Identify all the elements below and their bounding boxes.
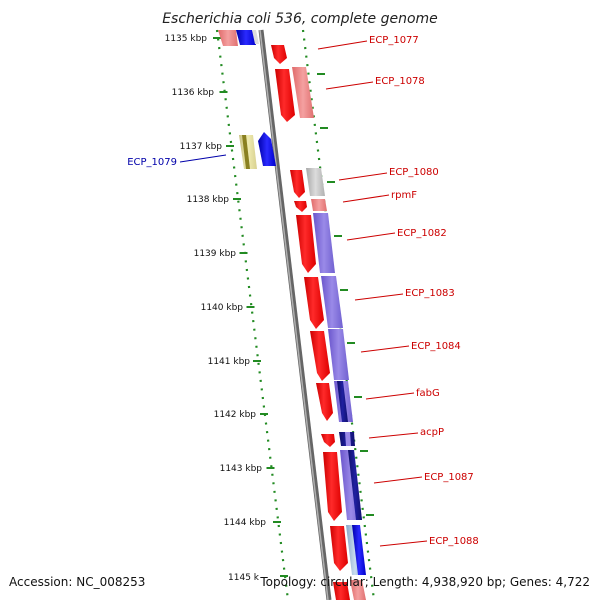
gene-feature	[306, 168, 325, 196]
gene-feature	[271, 45, 287, 64]
gene-feature	[252, 30, 259, 44]
gene-label: ECP_1082	[397, 228, 447, 239]
tick-label: 1141 kbp	[208, 357, 251, 367]
tick-label: 1144 kbp	[224, 518, 267, 528]
gene-feature	[337, 381, 348, 422]
label-leader-lines	[179, 40, 428, 547]
tick-label: 1138 kbp	[187, 195, 230, 205]
gene-feature	[321, 434, 335, 447]
tick-label: 1137 kbp	[180, 142, 223, 152]
gene-feature	[236, 30, 256, 45]
gene-label: ECP_1087	[424, 472, 474, 483]
gene-label: ECP_1088	[429, 536, 479, 547]
gene-feature	[316, 383, 333, 421]
gene-feature	[352, 525, 366, 575]
gene-feature	[330, 526, 348, 571]
gene-feature	[296, 215, 316, 273]
map-title: Escherichia coli 536, complete genome	[162, 11, 438, 27]
tick-label: 1145 k	[228, 573, 260, 583]
gene-feature	[242, 135, 250, 169]
gene-label: acpP	[420, 427, 444, 438]
gene-label: fabG	[416, 388, 440, 399]
gene-label: ECP_1080	[389, 167, 439, 178]
gene-feature	[290, 170, 305, 198]
gene-feature	[275, 69, 295, 122]
gene-feature	[310, 331, 330, 381]
gene-feature	[292, 67, 314, 118]
tick-labels: 1135 kbp 1136 kbp 1137 kbp 1138 kbp 1139…	[165, 34, 267, 583]
tick-label: 1140 kbp	[201, 303, 244, 313]
gene-feature	[218, 30, 238, 46]
reverse-strand-features	[218, 30, 276, 169]
gene-feature	[258, 132, 276, 166]
gene-feature	[333, 582, 350, 600]
gene-feature	[313, 213, 335, 273]
gene-feature	[328, 329, 349, 380]
gene-feature	[304, 277, 324, 329]
gene-label: ECP_1077	[369, 35, 419, 46]
gene-feature	[321, 276, 343, 328]
gene-label: rpmF	[391, 190, 417, 201]
forward-strand-features	[271, 45, 366, 600]
gene-label: ECP_1083	[405, 288, 455, 299]
accession-text: Accession: NC_008253	[9, 575, 145, 589]
tick-guide-lines	[215, 29, 376, 600]
gene-label: ECP_1079	[127, 157, 177, 168]
gene-feature	[350, 580, 366, 600]
gene-feature	[311, 199, 327, 211]
gene-feature	[294, 201, 307, 212]
genome-backbone	[258, 29, 332, 600]
gene-labels: ECP_1077 ECP_1078 ECP_1079 ECP_1080 rpmF…	[127, 35, 479, 547]
tick-label: 1135 kbp	[165, 34, 208, 44]
major-ticks	[213, 37, 374, 577]
tick-label: 1136 kbp	[172, 88, 215, 98]
gene-feature	[348, 450, 362, 520]
genome-summary-text: Topology: circular; Length: 4,938,920 bp…	[259, 575, 590, 589]
gene-label: ECP_1078	[375, 76, 425, 87]
tick-label: 1139 kbp	[194, 249, 237, 259]
tick-label: 1143 kbp	[220, 464, 263, 474]
gene-feature	[345, 432, 351, 446]
tick-label: 1142 kbp	[214, 410, 257, 420]
gene-label: ECP_1084	[411, 341, 461, 352]
gene-feature	[323, 452, 342, 521]
